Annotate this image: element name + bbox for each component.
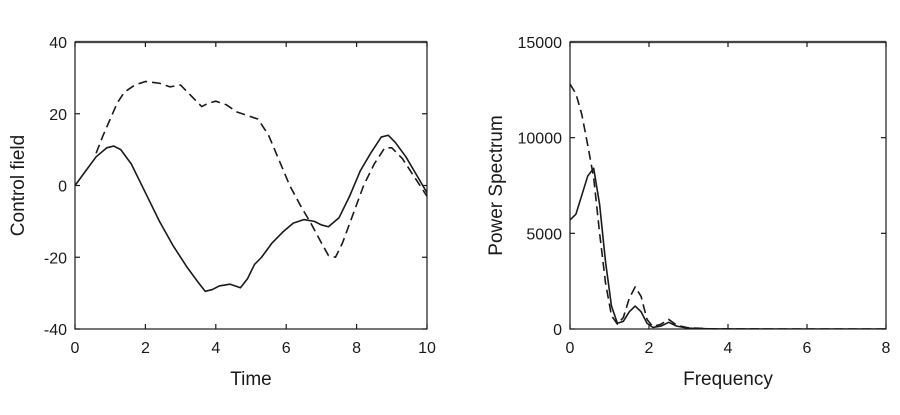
y-tick-label: -20 bbox=[44, 250, 67, 267]
series-dashed-line bbox=[95, 80, 427, 259]
y-tick-label: -40 bbox=[44, 322, 67, 339]
x-tick-label: 4 bbox=[724, 340, 733, 357]
series-dashed-line bbox=[570, 83, 886, 329]
y-tick-label: 20 bbox=[49, 107, 67, 124]
x-tick-label: 2 bbox=[645, 340, 654, 357]
x-tick-label: 6 bbox=[803, 340, 812, 357]
y-tick-label: 10000 bbox=[518, 131, 563, 148]
power-spectrum-chart: 0 2 4 6 8 0 5000 10000 15000 Frequency Power Spect… bbox=[486, 35, 891, 390]
axes-box bbox=[569, 41, 887, 330]
axes-box bbox=[74, 41, 428, 330]
x-axis-label: Frequency bbox=[683, 369, 773, 390]
control-field-chart: 0 2 4 6 8 10 -40 -20 0 20 40 Time Control field bbox=[8, 35, 436, 390]
x-tick-label: 8 bbox=[352, 340, 361, 357]
x-tick-label: 0 bbox=[71, 340, 80, 357]
x-tick-label: 8 bbox=[882, 340, 891, 357]
x-tick-label: 10 bbox=[418, 340, 436, 357]
x-tick-label: 0 bbox=[566, 340, 575, 357]
y-tick-label: 15000 bbox=[518, 35, 563, 52]
series-solid-line bbox=[75, 134, 427, 293]
y-axis-label: Power Spectrum bbox=[486, 115, 507, 255]
y-tick-label: 0 bbox=[553, 322, 562, 339]
y-tick-label: 40 bbox=[49, 35, 67, 52]
y-axis-label: Control field bbox=[8, 135, 29, 236]
x-tick-label: 6 bbox=[282, 340, 291, 357]
y-tick-label: 0 bbox=[58, 179, 67, 196]
y-tick-label: 5000 bbox=[526, 226, 562, 243]
x-tick-label: 2 bbox=[141, 340, 150, 357]
series-solid-line bbox=[570, 167, 886, 329]
x-axis-label: Time bbox=[230, 369, 272, 390]
x-tick-label: 4 bbox=[211, 340, 220, 357]
